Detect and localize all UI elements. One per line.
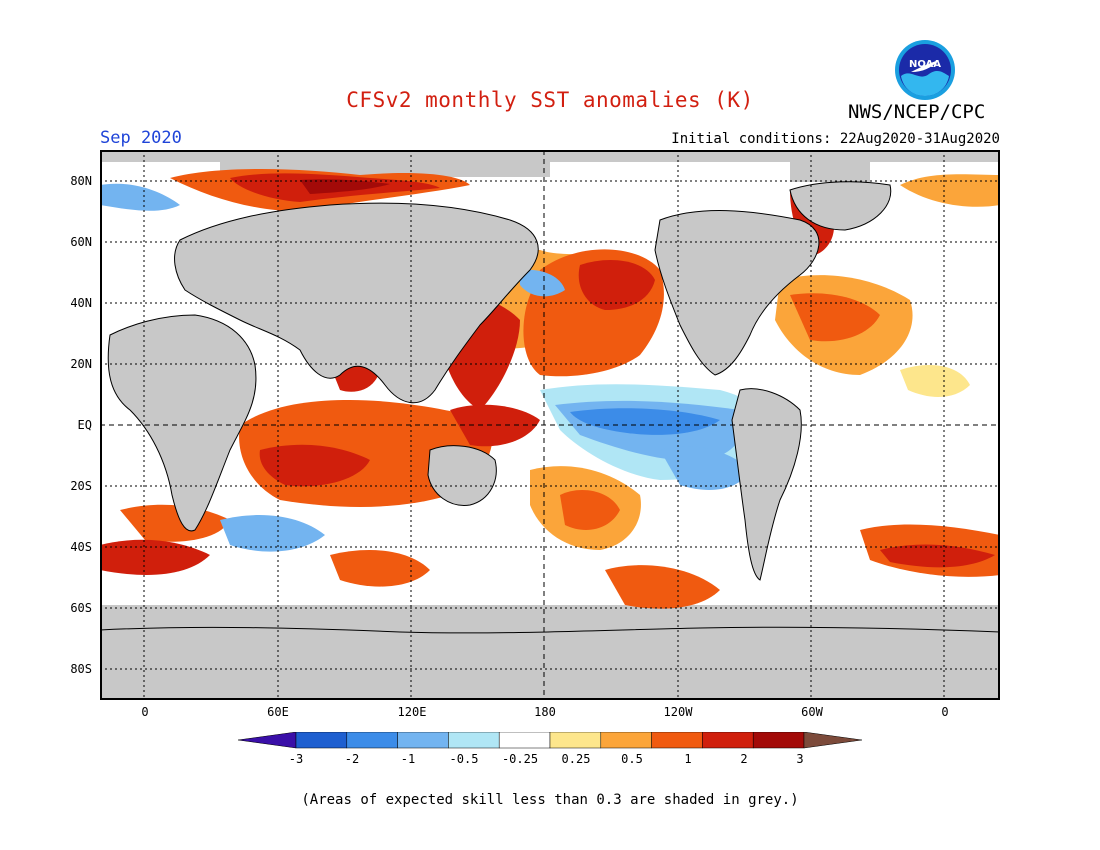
lat-label: 20N: [70, 357, 92, 371]
colorbar-cell: [295, 732, 348, 749]
colorbar-cell: [752, 732, 805, 749]
colorbar-cell: [498, 732, 551, 749]
colorbar-cell: [549, 732, 602, 749]
forecast-month: Sep 2020: [100, 128, 182, 148]
lat-label: EQ: [77, 418, 92, 432]
anomaly-la-nina-strong: [570, 408, 720, 435]
anomaly-south-pacific-core: [560, 490, 620, 530]
colorbar-cell: [651, 732, 703, 749]
colorbar-cells: [238, 732, 862, 749]
lat-label: 60S: [70, 601, 92, 615]
colorbar-tick-label: -3: [288, 752, 304, 766]
lat-label: 40N: [70, 296, 92, 310]
anomaly-se-pacific-cool: [660, 446, 750, 490]
lat-label: 20S: [70, 479, 92, 493]
australia: [427, 445, 497, 506]
anomaly-s-indian-warm: [330, 550, 430, 587]
lon-label: 0: [141, 705, 149, 719]
low-skill-arctic-3: [790, 162, 870, 182]
skill-caption: (Areas of expected skill less than 0.3 a…: [301, 792, 799, 808]
noaa-logo: NOAA: [895, 40, 955, 100]
anomaly-tropical-atlantic: [900, 365, 970, 397]
colorbar-tick-label: 0.25: [561, 752, 591, 766]
lon-label: 0: [941, 705, 949, 719]
anomaly-barents-warm: [900, 174, 1000, 207]
colorbar-cell: [702, 732, 754, 749]
logo-wave: [901, 70, 949, 96]
colorbar-tick-label: -1: [400, 752, 416, 766]
lat-label: 80S: [70, 662, 92, 676]
logo-text: NOAA: [909, 59, 941, 70]
antarctica: [100, 626, 1000, 700]
anomaly-sw-atlantic-core: [880, 544, 995, 568]
south-america: [731, 388, 802, 581]
colorbar-tick-label: 0.5: [621, 752, 643, 766]
map-frame: [100, 150, 1000, 700]
initial-conditions: Initial conditions: 22Aug2020-31Aug2020: [671, 131, 1000, 147]
lat-label: 60N: [70, 235, 92, 249]
agency-label: NWS/NCEP/CPC: [848, 101, 986, 123]
colorbar-cell: [448, 732, 500, 749]
colorbar-tick-label: 3: [796, 752, 804, 766]
colorbar-cell: [600, 732, 652, 749]
sst-anomaly-map: [100, 150, 1000, 700]
anomaly-greenland-cool: [100, 183, 180, 211]
greenland: [789, 181, 892, 231]
north-america: [654, 210, 820, 376]
lon-label: 120W: [663, 705, 693, 719]
anomaly-maritime-continent: [450, 404, 540, 447]
anomaly-n-atlantic-core: [790, 293, 880, 342]
colorbar-cell: [397, 732, 449, 749]
lon-label: 180: [534, 705, 556, 719]
colorbar-tick-label: -0.25: [501, 752, 539, 766]
colorbar-tick-label: 2: [740, 752, 748, 766]
colorbar-cell: [346, 732, 398, 749]
lon-label: 120E: [397, 705, 427, 719]
colorbar-tick-label: -2: [344, 752, 360, 766]
africa: [107, 314, 257, 532]
anomaly-arctic-extreme: [300, 179, 390, 194]
lat-label: 40S: [70, 540, 92, 554]
colorbar-arrow-high: [803, 732, 862, 749]
lon-label: 60E: [267, 705, 289, 719]
anomaly-kuroshio-cool: [520, 269, 565, 297]
anomaly-ne-pacific-core: [578, 260, 655, 310]
colorbar-arrow-low: [238, 732, 297, 749]
anomaly-s-indian-cool: [220, 515, 325, 552]
low-skill-arctic: [100, 150, 1000, 162]
graticule: [100, 150, 1000, 700]
colorbar-tick-label: -0.5: [449, 752, 479, 766]
anomaly-south-pacific-band: [605, 565, 720, 609]
anomaly-indian-ocean-core: [259, 444, 370, 487]
colorbar-tick-label: 1: [684, 752, 692, 766]
colorbar: [238, 732, 862, 749]
anomaly-s-atlantic-core: [100, 539, 210, 575]
lat-label: 80N: [70, 174, 92, 188]
chart-title: CFSv2 monthly SST anomalies (K): [346, 88, 754, 112]
logo-gull: [911, 60, 939, 72]
lon-label: 60W: [801, 705, 823, 719]
